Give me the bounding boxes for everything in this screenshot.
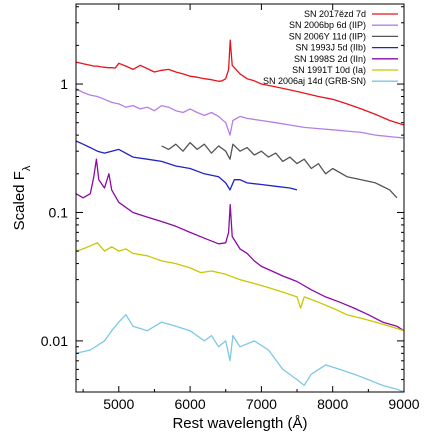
- legend-label-0: SN 2017ězd 7d: [304, 9, 366, 19]
- series-line-5: [75, 242, 405, 332]
- series-line-6: [75, 314, 405, 393]
- legend-label-5: SN 1991T 10d (Ia): [292, 65, 366, 75]
- plot-frame: [75, 3, 405, 393]
- series-line-3: [75, 140, 298, 191]
- x-tick-label-2: 7000: [246, 396, 277, 412]
- y-tick-label-2: 1: [60, 76, 68, 92]
- series-layer: [75, 39, 405, 393]
- legend-label-6: SN 2006aj 14d (GRB-SN): [263, 76, 366, 86]
- y-tick-label-0: 0.01: [41, 333, 68, 349]
- legend-label-3: SN 1993J 5d (IIb): [295, 43, 366, 53]
- x-tick-label-3: 8000: [317, 396, 348, 412]
- series-line-0: [75, 39, 405, 126]
- legend-label-2: SN 2006Y 11d (IIP): [289, 31, 366, 41]
- x-axis-title: Rest wavelength (Å): [172, 415, 307, 432]
- x-tick-label-4: 9000: [388, 396, 419, 412]
- legend-label-4: SN 1998S 2d (IIn): [294, 54, 366, 64]
- x-tick-label-1: 6000: [175, 396, 206, 412]
- legend-label-1: SN 2006bp 6d (IIP): [289, 20, 366, 30]
- y-axis-title-subscript: λ: [21, 165, 33, 171]
- series-line-1: [75, 88, 405, 139]
- ticks-layer: 5000 6000 7000 8000 9000 0.01 0.1 1: [41, 4, 420, 412]
- series-line-4: [75, 158, 405, 332]
- series-line-2: [161, 141, 398, 199]
- y-axis-title-main: Scaled F: [11, 171, 28, 230]
- y-axis-title: Scaled Fλ: [11, 165, 33, 230]
- y-tick-label-1: 0.1: [49, 204, 69, 220]
- x-tick-label-0: 5000: [103, 396, 134, 412]
